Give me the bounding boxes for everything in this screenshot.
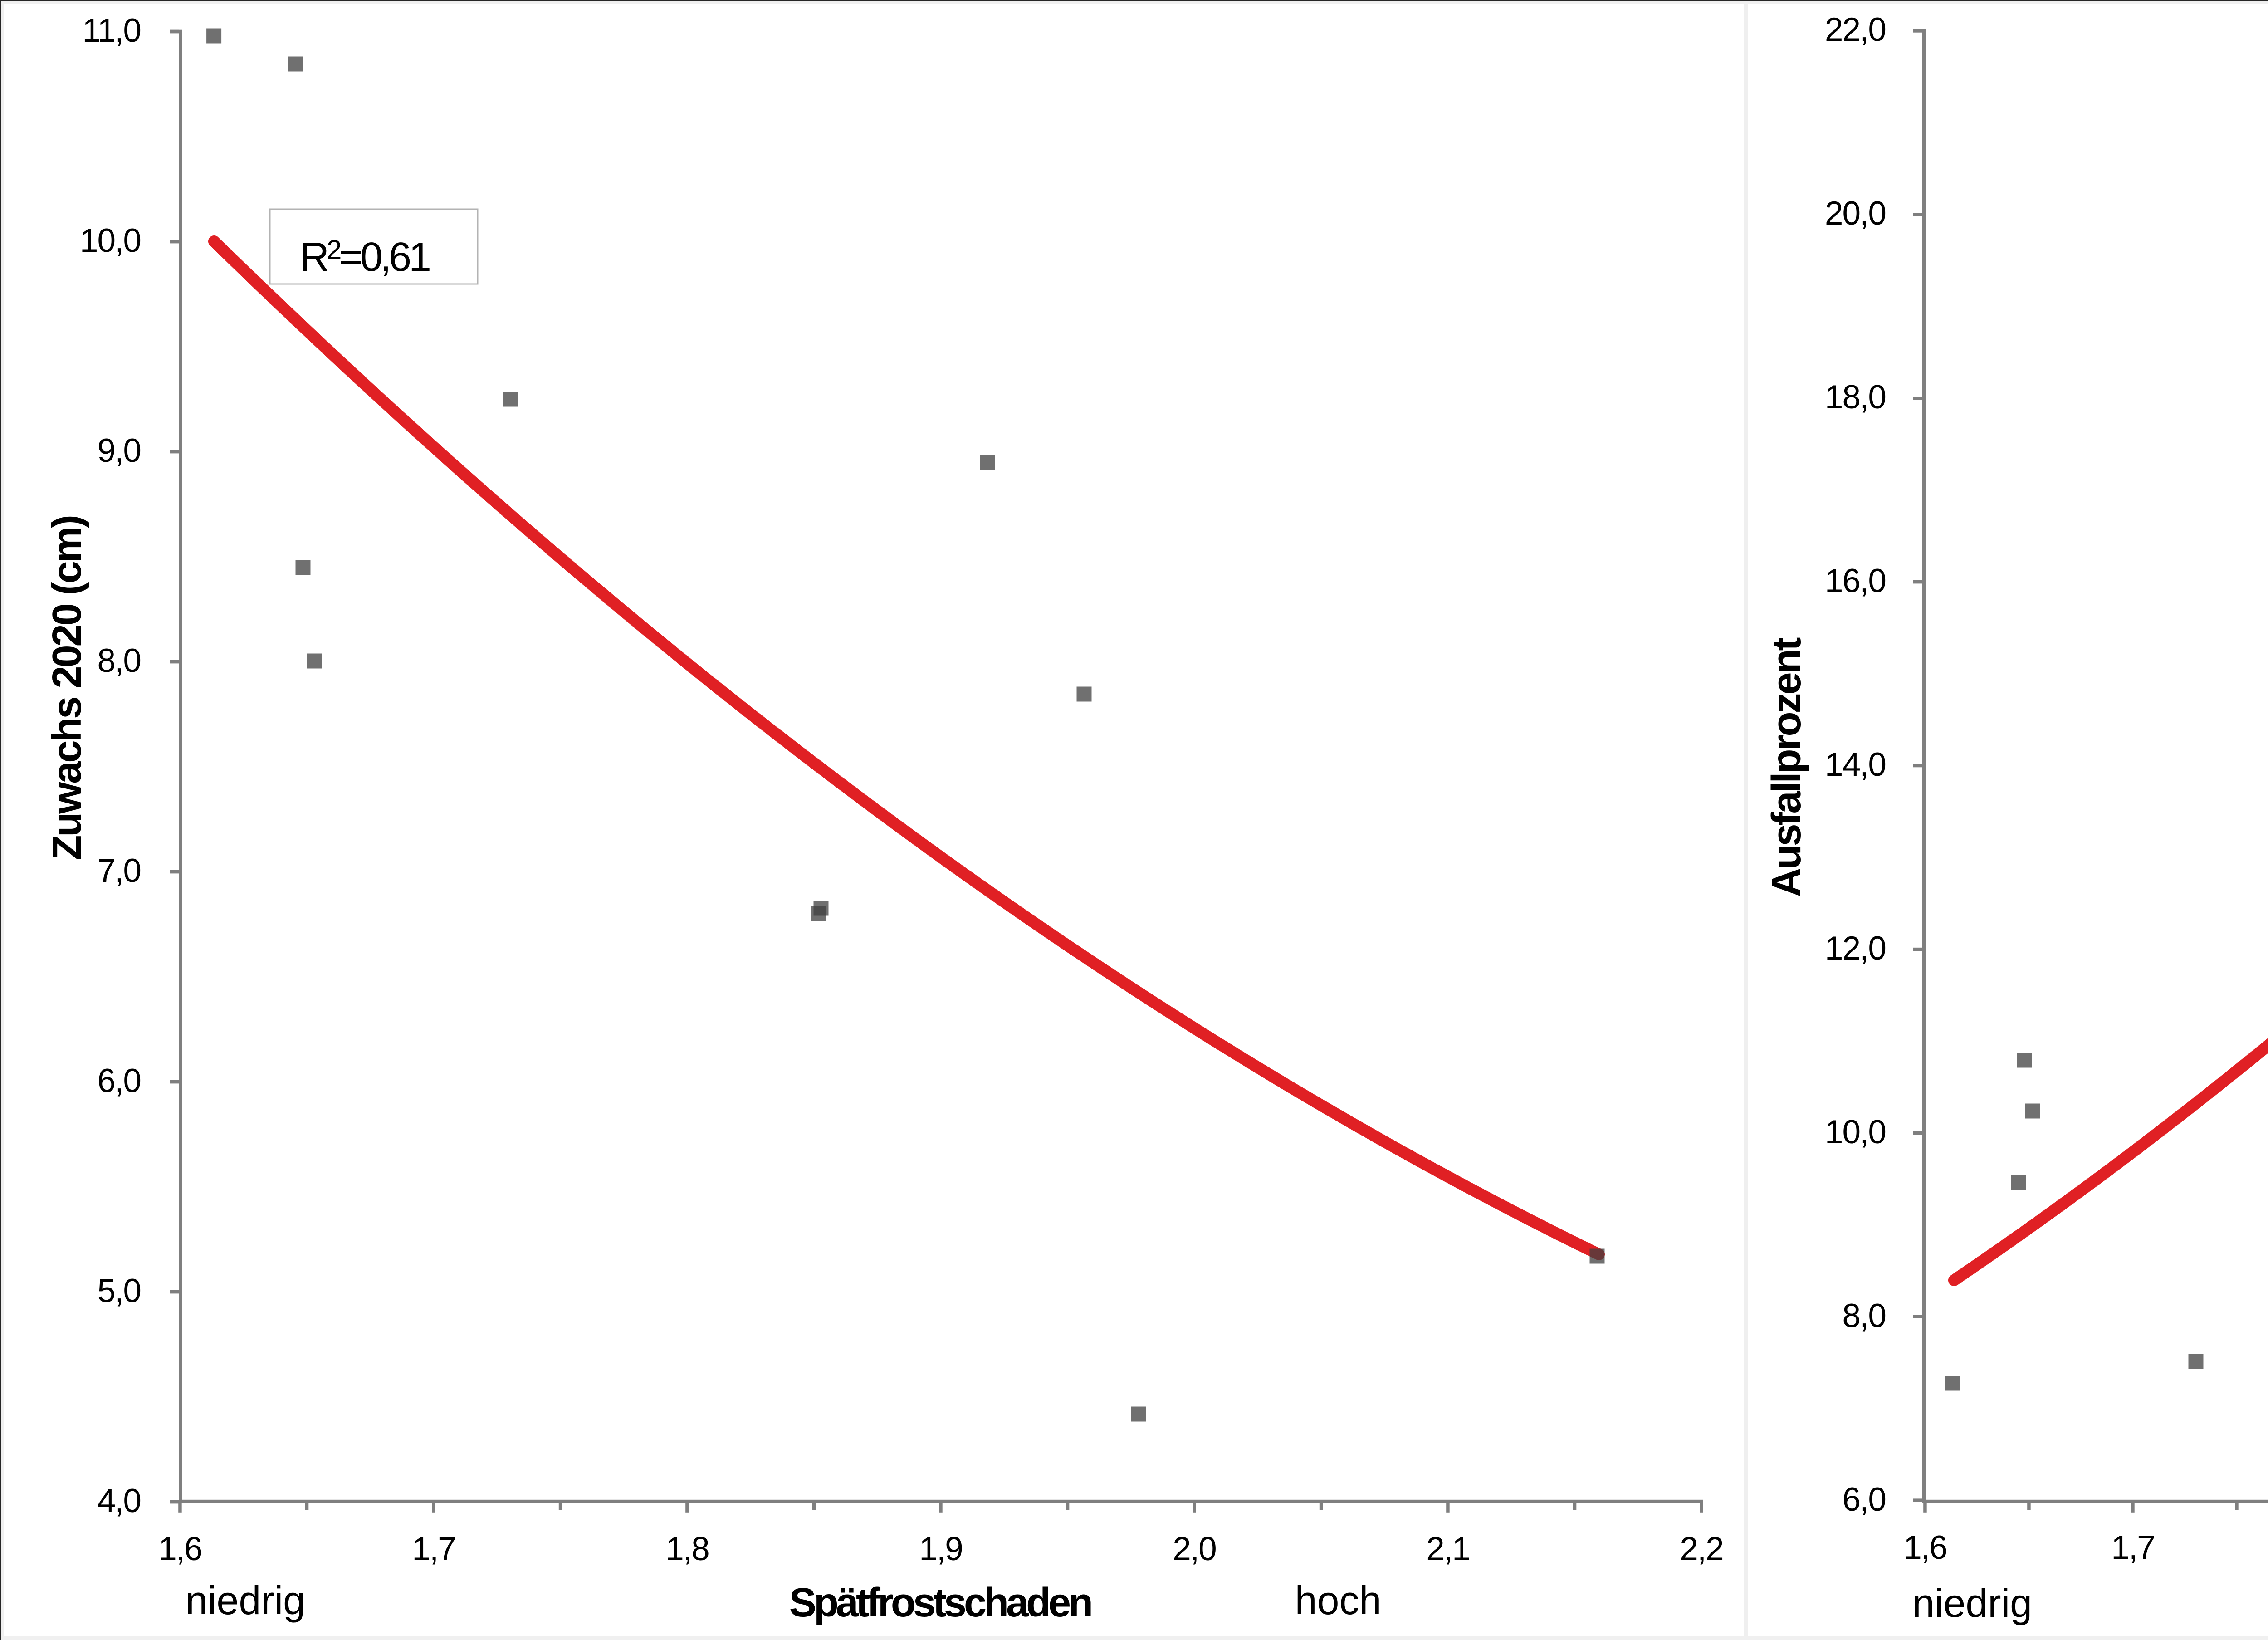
svg-text:6,0: 6,0 [1843, 1481, 1886, 1518]
svg-text:2,0: 2,0 [1173, 1531, 1216, 1567]
svg-text:1,6: 1,6 [158, 1531, 201, 1567]
svg-text:20,0: 20,0 [1825, 195, 1886, 232]
svg-text:10,0: 10,0 [80, 222, 141, 259]
svg-text:14,0: 14,0 [1825, 746, 1886, 783]
svg-text:Zuwachs 2020 (cm): Zuwachs 2020 (cm) [44, 516, 90, 860]
svg-text:22,0: 22,0 [1825, 11, 1886, 48]
svg-text:18,0: 18,0 [1825, 379, 1886, 416]
svg-text:hoch: hoch [1295, 1578, 1382, 1623]
svg-text:R2=0,61: R2=0,61 [300, 235, 430, 280]
svg-text:1,6: 1,6 [1903, 1529, 1946, 1566]
svg-text:16,0: 16,0 [1825, 563, 1886, 599]
svg-text:1,7: 1,7 [2111, 1529, 2154, 1566]
svg-text:1,7: 1,7 [412, 1531, 455, 1567]
svg-text:5,0: 5,0 [98, 1273, 141, 1309]
svg-text:niedrig: niedrig [186, 1578, 305, 1623]
svg-text:2,1: 2,1 [1426, 1531, 1469, 1567]
svg-text:Ausfallprozent: Ausfallprozent [1764, 637, 1809, 897]
svg-text:7,0: 7,0 [98, 852, 141, 889]
svg-text:niedrig: niedrig [1912, 1581, 2032, 1625]
svg-text:Spätfrostschaden: Spätfrostschaden [789, 1580, 1091, 1625]
svg-text:1,9: 1,9 [919, 1531, 962, 1567]
svg-text:11,0: 11,0 [82, 12, 141, 49]
svg-text:10,0: 10,0 [1825, 1114, 1886, 1150]
svg-text:8,0: 8,0 [98, 642, 141, 679]
svg-text:8,0: 8,0 [1843, 1297, 1886, 1334]
svg-text:1,8: 1,8 [665, 1531, 709, 1567]
svg-text:12,0: 12,0 [1825, 930, 1886, 967]
svg-text:2,2: 2,2 [1680, 1531, 1723, 1567]
svg-text:4,0: 4,0 [98, 1483, 141, 1519]
svg-text:6,0: 6,0 [98, 1062, 141, 1099]
svg-text:9,0: 9,0 [98, 432, 141, 469]
